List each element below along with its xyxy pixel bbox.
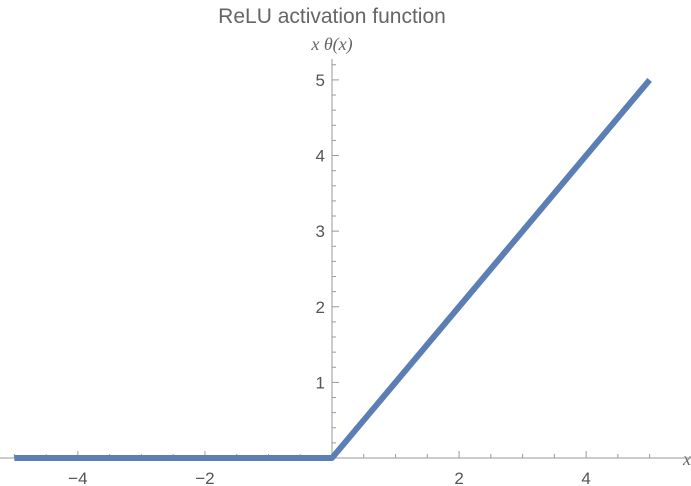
ticks bbox=[13, 64, 651, 458]
y-tick-label: 1 bbox=[316, 373, 325, 392]
y-tick-label: 5 bbox=[316, 71, 325, 90]
x-tick-label: 2 bbox=[454, 469, 463, 486]
y-tick-label: 3 bbox=[316, 222, 325, 241]
y-tick-label: 4 bbox=[316, 147, 325, 166]
series-layer bbox=[14, 77, 652, 461]
x-tick-label: −4 bbox=[68, 469, 87, 486]
x-axis-label: x bbox=[682, 449, 691, 469]
x-tick-label: 4 bbox=[581, 469, 590, 486]
axes bbox=[0, 59, 691, 459]
tick-labels: −4 −2 2 4 1 2 3 4 5 bbox=[68, 71, 591, 486]
relu-series-line bbox=[14, 77, 652, 461]
y-tick-label: 2 bbox=[316, 298, 325, 317]
y-axis-label: x θ(x) bbox=[310, 34, 352, 55]
chart-title: ReLU activation function bbox=[218, 5, 446, 28]
x-tick-label: −2 bbox=[195, 469, 214, 486]
